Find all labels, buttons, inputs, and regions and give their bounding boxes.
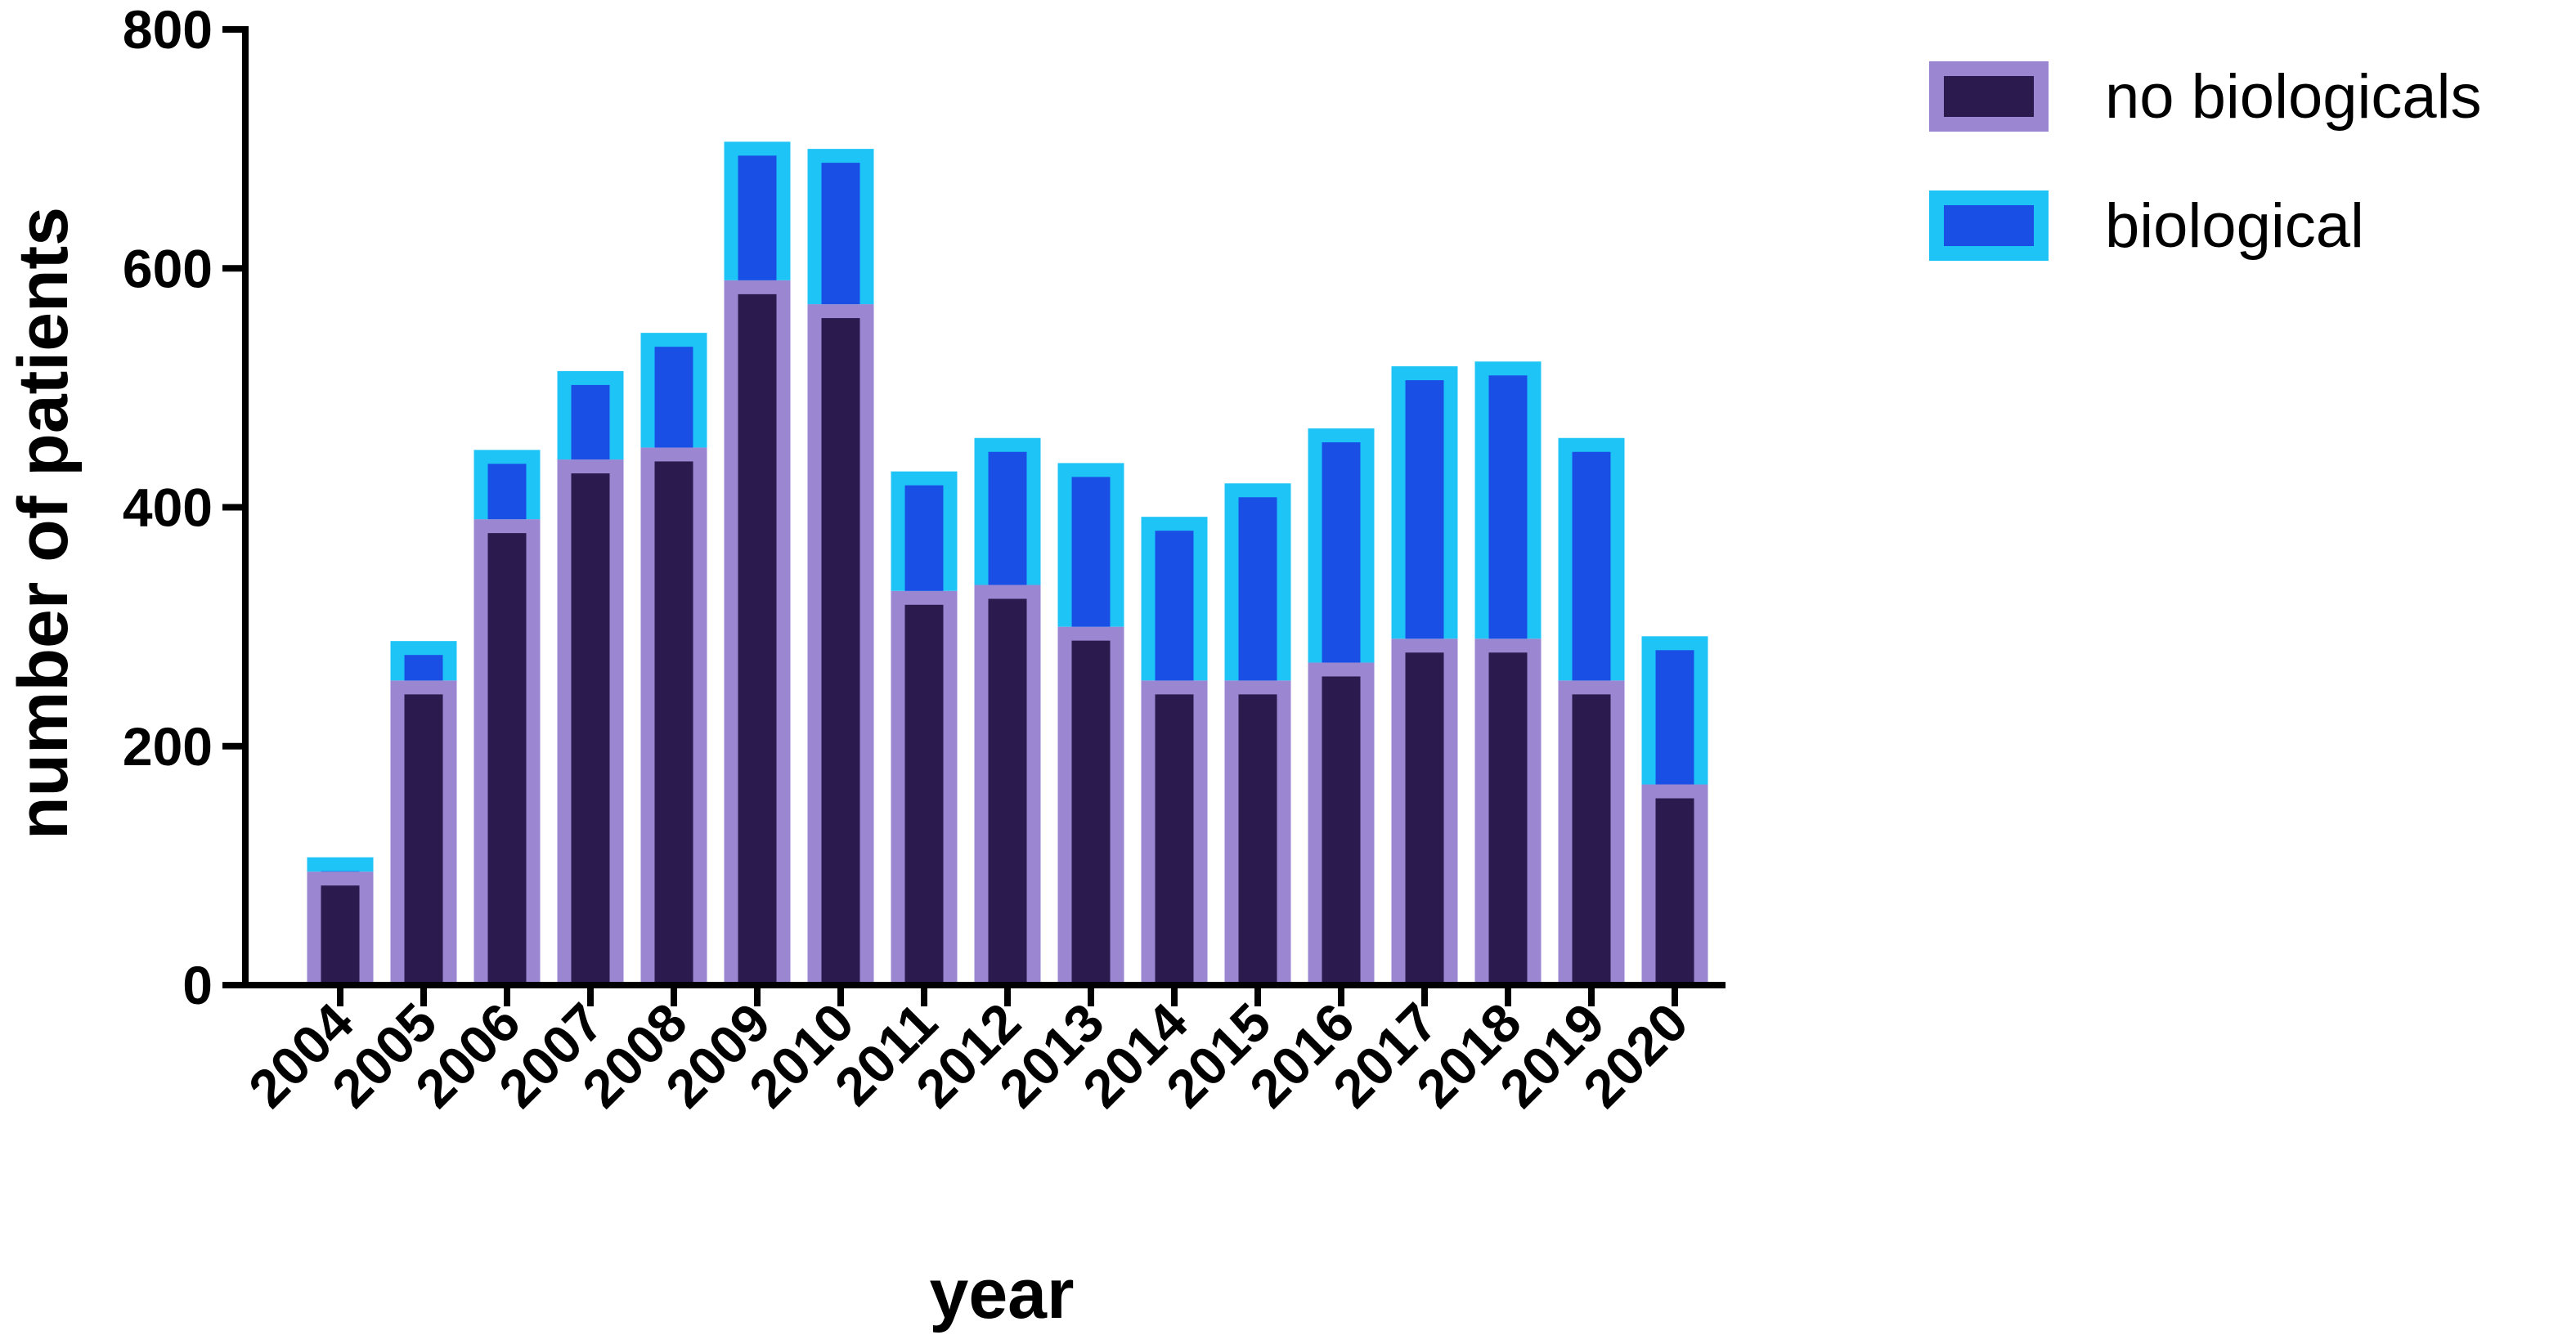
bar-biological-2012 [988,451,1027,585]
legend-label-biological: biological [2105,191,2364,261]
bar-biological-2006 [487,464,527,520]
bar-no-biologicals-2017 [1405,652,1444,985]
bar-no-biologicals-2015 [1238,694,1277,985]
bar-biological-2015 [1238,497,1277,681]
y-tick-label-200: 200 [123,716,213,777]
y-tick-label-0: 0 [182,955,213,1015]
bar-no-biologicals-2007 [571,473,610,985]
bar-no-biologicals-2009 [738,293,777,985]
legend-label-no-biologicals: no biologicals [2105,62,2482,132]
bar-biological-2013 [1071,477,1111,627]
bar-no-biologicals-2008 [654,461,693,985]
bar-biological-2011 [904,485,944,591]
bar-no-biologicals-2019 [1572,694,1611,985]
bar-no-biologicals-2020 [1655,798,1694,985]
bar-no-biologicals-2005 [404,694,443,985]
bars-layer [307,141,1708,985]
xticks-layer: 2004200520062007200820092010201120122013… [237,985,1699,1119]
bar-no-biologicals-2011 [904,604,944,985]
bar-no-biologicals-2004 [321,885,360,985]
bar-biological-2017 [1405,380,1444,639]
legend: no biologicals biological [1929,61,2482,261]
bar-biological-2019 [1572,451,1611,681]
bar-biological-2020 [1655,650,1694,785]
bar-biological-2018 [1488,375,1528,639]
y-tick-label-400: 400 [123,477,213,538]
bar-biological-2014 [1155,531,1194,681]
bar-no-biologicals-2018 [1488,652,1528,985]
x-axis-title: year [930,1255,1075,1333]
bar-biological-2007 [571,384,610,460]
y-tick-label-800: 800 [123,0,213,60]
y-axis-title: number of patients [4,207,83,840]
ticks-layer: 0 200 400 600 800 [123,0,245,1015]
y-tick-label-600: 600 [123,238,213,298]
bar-no-biologicals-2012 [988,598,1027,985]
bar-no-biologicals-2014 [1155,694,1194,985]
bar-no-biologicals-2013 [1071,640,1111,985]
bar-no-biologicals-2016 [1322,676,1361,985]
bar-biological-2004 [321,871,360,872]
bar-biological-2005 [404,655,443,681]
bar-biological-2010 [821,163,860,305]
bar-biological-2016 [1322,442,1361,663]
bar-biological-2004-edge [307,857,374,872]
bar-no-biologicals-2006 [487,533,527,985]
bar-biological-2008 [654,347,693,448]
legend-swatch-no-biologicals [1929,61,2049,132]
bar-biological-2009 [738,155,777,280]
legend-swatch-biological [1929,190,2049,261]
bar-no-biologicals-2010 [821,318,860,985]
